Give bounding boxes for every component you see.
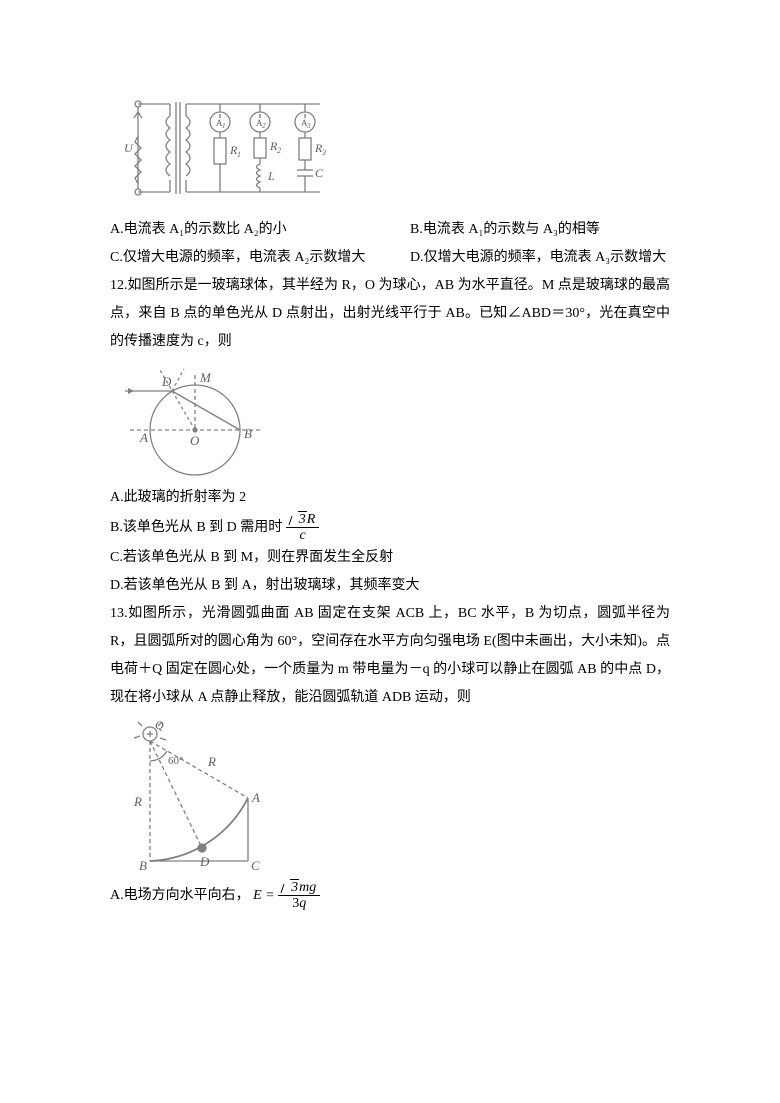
label-U: U	[124, 141, 134, 155]
q13-option-a: A.电场方向水平向右， E = 3mg 3q	[110, 880, 670, 912]
label-M: M	[199, 370, 212, 385]
q12-b-pre: B.该单色光从 B 到 D 需用时	[110, 520, 282, 535]
svg-text:60°: 60°	[168, 755, 183, 767]
q13-stem: 13.如图所示，光滑圆弧曲面 AB 固定在支架 ACB 上，BC 水平，B 为切…	[110, 600, 670, 712]
label-O: O	[190, 433, 200, 448]
label-R1: R	[133, 794, 142, 809]
label-B2: B	[139, 858, 147, 873]
q12-option-b: B.该单色光从 B 到 D 需用时 3R c	[110, 512, 670, 544]
svg-text:1: 1	[222, 122, 226, 130]
q11-circuit-figure: U A1 A2 A3 R1 R2 R3 L C	[120, 84, 670, 212]
svg-text:3: 3	[321, 148, 326, 157]
q11-option-b: B.电流表 A₁的示数与 A₃的相等	[410, 216, 600, 244]
q12-option-a: A.此玻璃的折射率为 2	[110, 484, 670, 512]
q13-mechanics-figure: Q 60° R R A B C D	[120, 716, 670, 876]
q13-a-eq: E =	[253, 888, 275, 903]
label-R2: R	[207, 754, 216, 769]
q12-b-den: c	[286, 528, 320, 543]
svg-text:2: 2	[262, 122, 266, 130]
q12-option-c: C.若该单色光从 B 到 M，则在界面发生全反射	[110, 544, 670, 572]
svg-text:2: 2	[277, 146, 281, 155]
svg-text:L: L	[267, 169, 275, 183]
q12-optics-figure: A B O M D	[120, 360, 670, 480]
svg-text:1: 1	[237, 150, 241, 159]
label-A2: A	[251, 790, 260, 805]
q11-option-a: A.电流表 A₁的示数比 A₂的小	[110, 216, 410, 244]
q11-option-d: D.仅增大电源的频率，电流表 A₃示数增大	[410, 244, 666, 272]
q11-option-c: C.仅增大电源的频率，电流表 A₂示数增大	[110, 244, 410, 272]
svg-text:C: C	[315, 166, 324, 180]
label-A: A	[139, 430, 148, 445]
svg-text:3: 3	[306, 122, 311, 130]
label-C2: C	[251, 858, 260, 873]
q12-option-d: D.若该单色光从 B 到 A，射出玻璃球，其频率变大	[110, 572, 670, 600]
label-D2: D	[199, 854, 210, 869]
label-D: D	[161, 374, 172, 389]
label-B: B	[244, 426, 252, 441]
q12-stem: 12.如图所示是一玻璃球体，其半经为 R，O 为球心，AB 为水平直径。M 点是…	[110, 272, 670, 356]
q13-a-pre: A.电场方向水平向右，	[110, 888, 250, 903]
